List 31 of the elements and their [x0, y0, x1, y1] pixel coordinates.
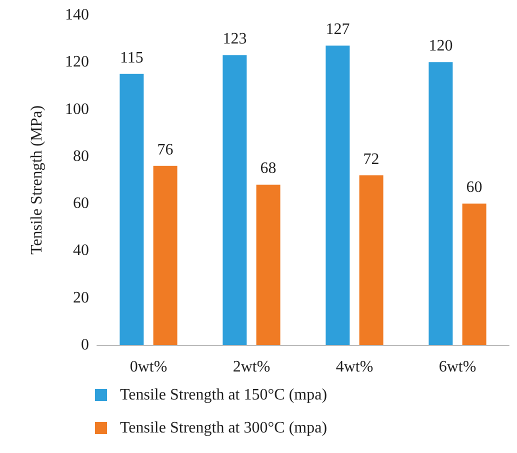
- data-label: 68: [260, 160, 276, 178]
- x-tick-label: 0wt%: [130, 358, 168, 376]
- data-label: 120: [428, 38, 453, 55]
- y-tick-label: 0: [81, 336, 89, 354]
- y-tick-label: 40: [73, 242, 89, 260]
- bar: [222, 55, 247, 345]
- data-label: 60: [466, 179, 482, 196]
- bar: [120, 74, 144, 345]
- bar: [462, 204, 486, 345]
- x-tick-label: 4wt%: [336, 358, 374, 376]
- legend-label: Tensile Strength at 150°C (mpa): [120, 386, 328, 404]
- y-tick-label: 20: [73, 289, 89, 306]
- y-tick-label: 120: [65, 54, 89, 71]
- y-tick-label: 140: [65, 6, 89, 24]
- x-tick-label: 6wt%: [438, 358, 476, 376]
- data-label: 115: [120, 49, 144, 66]
- y-tick-label: 80: [73, 148, 89, 165]
- legend-label: Tensile Strength at 300°C (mpa): [120, 420, 328, 436]
- y-tick-label: 60: [73, 195, 89, 212]
- x-tick-label: 2wt%: [232, 358, 270, 376]
- bar: [359, 175, 384, 345]
- data-label: 72: [363, 150, 380, 168]
- bar: [326, 46, 350, 345]
- data-label: 123: [222, 30, 247, 48]
- data-label: 76: [157, 141, 174, 158]
- bar: [256, 184, 280, 345]
- bar: [153, 166, 178, 345]
- bar: [428, 62, 453, 345]
- data-label: 127: [326, 21, 350, 38]
- y-tick-label: 100: [65, 100, 89, 118]
- y-axis-title: Tensile Strength (MPa): [28, 105, 46, 255]
